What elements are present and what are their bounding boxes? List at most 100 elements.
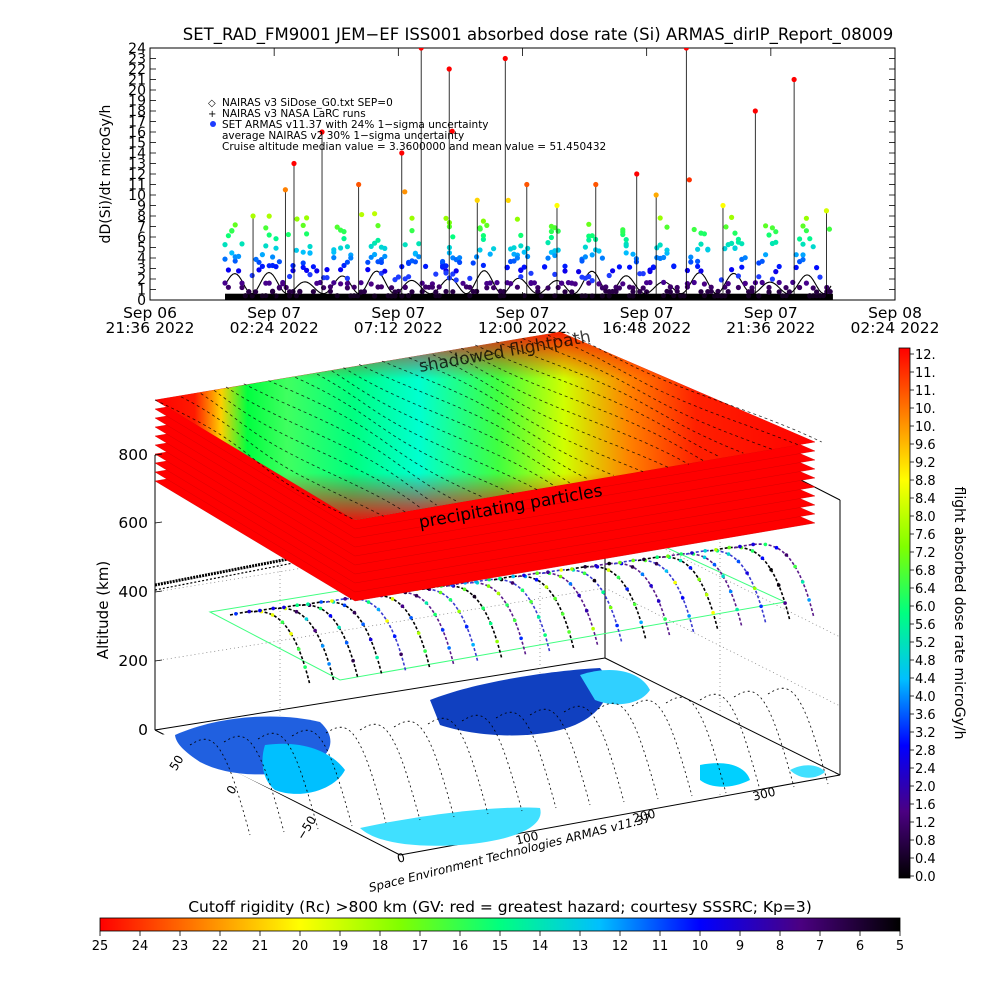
dose-colorbar-tick-label: 6.4 [915,582,936,597]
y-tick-label: 4 [137,251,146,267]
orbit-track-point [344,640,349,645]
armas-data-point [766,284,772,291]
armas-data-point [742,255,748,261]
armas-data-point [667,284,674,290]
shadowed-flightpath-trace [461,347,704,461]
armas-data-point [276,259,282,265]
armas-data-point [273,264,279,270]
orbit-track-point [592,578,597,583]
armas-data-point [623,243,629,249]
dose-colorbar-tick-label: 2.4 [915,762,936,777]
armas-data-point [695,263,701,269]
armas-data-point [684,267,691,274]
armas-data-point [440,258,446,265]
armas-data-point [443,270,449,276]
armas-data-point [623,237,629,243]
x-tick-label-time: 21:36 2022 [105,319,194,337]
armas-data-point [739,241,745,247]
armas-data-point [797,284,803,291]
armas-data-point [766,289,772,295]
armas-data-point [304,231,310,237]
armas-data-point [800,257,806,263]
armas-data-point [361,288,367,295]
armas-data-point [661,293,667,299]
armas-data-point [528,270,534,276]
orbit-track-point [498,576,502,581]
armas-data-point [514,284,521,290]
spike-data-point [505,197,511,203]
armas-data-point [344,244,350,250]
armas-data-point [783,285,789,291]
ground-track [393,720,455,818]
armas-data-point [698,241,704,247]
rigidity-colorbar-tick-label: 20 [292,939,309,954]
spike-data-point [653,192,659,198]
armas-data-point [773,269,779,275]
orbit-track-point [759,604,763,609]
y-tick-label: 17 [128,115,146,131]
orbit-track-point [496,591,501,596]
armas-data-point [511,245,517,251]
altitude-tick-mark [154,728,163,731]
orbit-track-point [594,564,598,568]
armas-data-point [266,213,272,219]
orbit-track-point [289,632,293,636]
orbit-track-segment [253,607,335,682]
armas-data-point [423,263,429,269]
ground-track [257,732,319,830]
y-tick-label: 0 [137,293,146,309]
orbit-track-point [631,558,635,563]
nairas-series-line [224,270,832,295]
orbit-track-segment [301,600,383,676]
altitude-tick-mark [154,521,163,524]
armas-data-point [786,289,793,295]
dose-colorbar-tick-label: 2.0 [915,780,936,795]
orbit-track-point [688,566,693,570]
armas-data-point [259,252,265,258]
armas-data-point [627,264,633,270]
shadowed-flightpath-trace [213,389,423,510]
orbit-track-segment [709,546,791,622]
armas-data-point [338,267,344,273]
orbit-track-point [607,561,611,566]
armas-data-point [701,281,708,287]
armas-data-point [304,215,310,221]
armas-data-point [759,258,765,264]
orbit-track-point [546,570,550,574]
armas-data-point [375,223,381,229]
dose-colorbar-tick-label: 4.8 [915,654,936,669]
armas-data-point [763,252,769,258]
orbit-track-point [690,551,694,555]
armas-data-point [552,271,558,277]
spike-data-point [752,108,758,114]
rigidity-colorbar-tick-label: 7 [816,939,824,954]
armas-data-point [623,250,629,256]
dose-colorbar-tick-label: 3.6 [915,708,936,723]
y-tick-label: 22 [128,62,146,78]
orbit-track-point [258,608,262,613]
armas-data-point [582,254,589,260]
armas-data-point [494,280,500,286]
orbit-track-point [663,617,667,621]
orbit-track-point [793,564,797,569]
y-tick-label: 21 [128,73,146,89]
spike-data-point [446,66,452,72]
orbit-track-point [712,562,717,567]
orbit-track-point [511,574,515,579]
top-plot-frame [149,47,896,301]
orbit-track-point [303,665,307,669]
armas-data-point [467,284,473,290]
legend-entry-nairas-average: average NAIRAS v2 30% 1−sigma uncertaint… [222,130,464,142]
armas-data-point [810,244,816,250]
longitude-tick-label: 100 [514,829,540,848]
orbit-track-point [570,567,574,571]
orbit-track-point [697,577,701,582]
dose-colorbar-tick-label: 5.6 [915,618,936,633]
orbit-track-point [337,625,341,630]
armas-data-point [253,289,259,295]
orbit-track-segment [613,559,695,634]
orbit-track-point [642,557,646,562]
orbit-track-point [352,610,357,615]
armas-data-point [531,280,538,286]
